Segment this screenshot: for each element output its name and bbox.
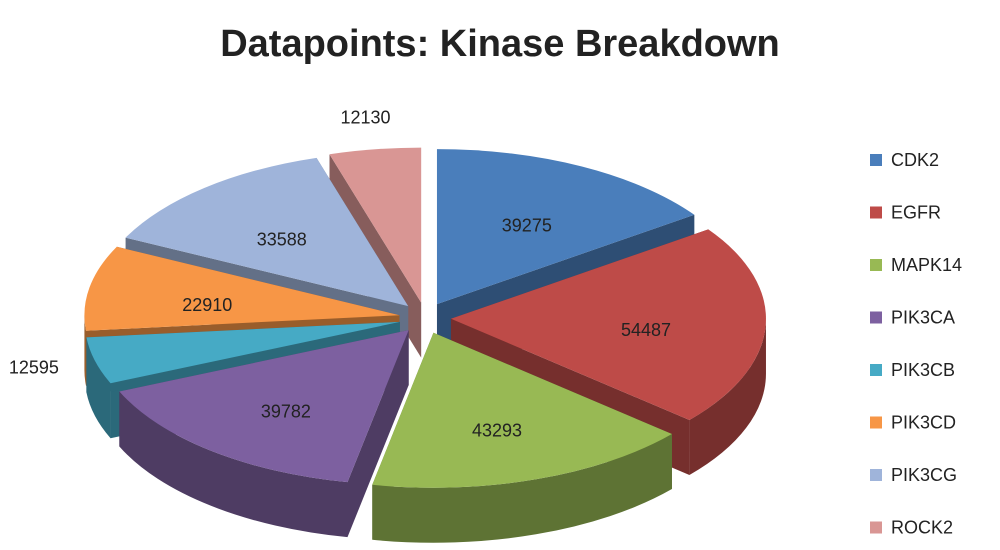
legend-swatch — [870, 521, 882, 534]
slice-top — [84, 246, 400, 331]
legend-swatch — [870, 311, 882, 324]
value-label: 54487 — [621, 320, 671, 340]
value-label: 12130 — [341, 107, 391, 127]
legend-label: ROCK2 — [891, 517, 953, 537]
pie-slice — [119, 330, 409, 538]
value-label: 12595 — [9, 357, 59, 377]
slice-top — [86, 321, 400, 384]
slice-wall — [84, 315, 86, 386]
legend-swatch — [870, 364, 882, 376]
legend-swatch — [870, 259, 882, 271]
value-label: 43293 — [472, 420, 522, 440]
slice-top — [119, 330, 409, 483]
slice-top — [450, 229, 766, 421]
legend-label: MAPK14 — [891, 255, 962, 275]
legend-label: PIK3CB — [891, 360, 955, 380]
value-label: 39782 — [261, 402, 311, 422]
slice-top — [329, 147, 422, 303]
value-label: 39275 — [502, 216, 552, 236]
slice-top — [372, 332, 672, 488]
slice-wall — [119, 391, 348, 538]
legend-swatch — [870, 206, 882, 219]
slice-top — [125, 157, 409, 307]
legend-label: PIK3CD — [891, 412, 956, 432]
legend-swatch — [870, 469, 882, 481]
value-label: 22910 — [182, 295, 232, 315]
chart-title: Datapoints: Kinase Breakdown — [220, 23, 780, 65]
pie-slice — [372, 332, 672, 543]
legend-label: EGFR — [891, 202, 941, 222]
slice-top — [436, 149, 695, 305]
legend-swatch — [870, 416, 882, 429]
legend-label: PIK3CG — [891, 465, 957, 485]
legend-label: CDK2 — [891, 150, 939, 170]
value-label: 33588 — [257, 230, 307, 250]
slice-wall — [86, 337, 111, 439]
slice-wall — [689, 318, 766, 476]
legend-label: PIK3CA — [891, 307, 955, 327]
slice-wall — [372, 434, 672, 543]
legend-swatch — [870, 154, 882, 166]
